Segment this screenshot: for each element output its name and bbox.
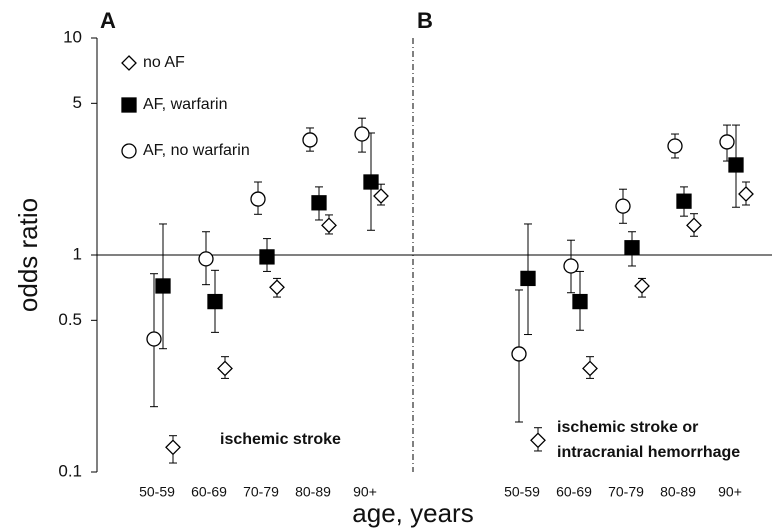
- panel-label: B: [417, 8, 433, 33]
- annotation: intracranial hemorrhage: [557, 444, 740, 461]
- y-axis-label: odds ratio: [13, 198, 43, 312]
- point: [269, 279, 285, 296]
- legend-marker: [121, 97, 137, 113]
- point: [719, 134, 735, 150]
- panel-label: A: [100, 8, 116, 33]
- annotation: ischemic stroke or: [557, 419, 698, 436]
- point: [615, 198, 631, 214]
- x-tick-label: 70-79: [608, 484, 644, 500]
- x-tick-label: 90+: [718, 484, 742, 500]
- point: [363, 174, 379, 190]
- point: [198, 251, 214, 267]
- point: [738, 186, 754, 202]
- legend-label: no AF: [143, 54, 185, 71]
- x-tick-label: 50-59: [504, 484, 540, 500]
- point: [373, 188, 389, 204]
- point: [634, 278, 650, 294]
- point: [146, 331, 162, 347]
- point: [624, 240, 640, 256]
- y-tick-label: 0.1: [58, 461, 82, 480]
- point: [217, 360, 233, 377]
- y-tick-label: 0.5: [58, 310, 82, 329]
- point: [250, 191, 266, 207]
- y-tick-label: 5: [73, 93, 82, 112]
- point: [530, 432, 546, 449]
- x-tick-label: 60-69: [556, 484, 592, 500]
- point: [155, 278, 171, 294]
- point: [520, 270, 536, 287]
- x-tick-label: 80-89: [660, 484, 696, 500]
- point: [321, 217, 337, 234]
- x-axis-label: age, years: [352, 498, 473, 528]
- point: [311, 195, 327, 211]
- annotation: ischemic stroke: [220, 431, 341, 448]
- point: [165, 439, 181, 456]
- point: [676, 193, 692, 209]
- point: [563, 258, 579, 274]
- point: [302, 132, 318, 148]
- point: [354, 126, 370, 142]
- x-tick-label: 60-69: [191, 484, 227, 500]
- point: [686, 217, 702, 234]
- x-tick-label: 50-59: [139, 484, 175, 500]
- point: [259, 249, 275, 265]
- x-tick-label: 80-89: [295, 484, 331, 500]
- point: [572, 293, 588, 310]
- point: [511, 346, 527, 362]
- legend-label: AF, no warfarin: [143, 142, 250, 159]
- legend-marker: [121, 55, 137, 71]
- point: [207, 293, 223, 310]
- legend-marker: [121, 143, 137, 159]
- x-tick-label: 70-79: [243, 484, 279, 500]
- point: [667, 138, 683, 154]
- point: [728, 157, 744, 173]
- y-tick-label: 1: [73, 244, 82, 263]
- point: [582, 360, 598, 377]
- x-tick-label: 90+: [353, 484, 377, 500]
- y-tick-label: 10: [63, 27, 82, 46]
- legend-label: AF, warfarin: [143, 96, 227, 113]
